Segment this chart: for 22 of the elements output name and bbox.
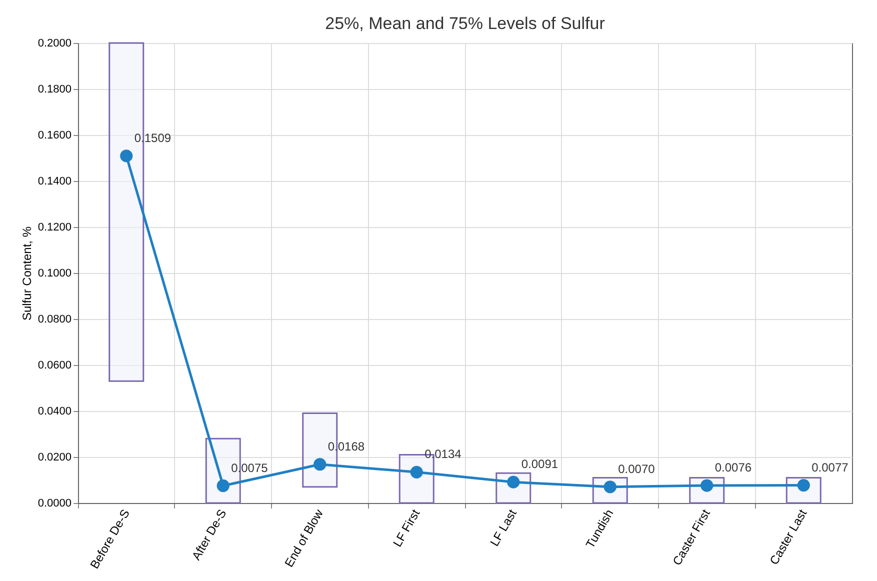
y-tick-label: 0.1400 [38,176,72,188]
y-tick-label: 0.1800 [38,84,72,96]
data-label: 0.0134 [424,447,462,462]
y-tick-label: 0.1000 [38,268,72,280]
point [120,150,133,162]
data-label: 0.0070 [618,462,656,476]
y-tick-label: 0.1200 [38,222,72,234]
y-tick-label: 0.0000 [38,498,72,510]
chart-title: 25%, Mean and 75% Levels of Sulfur [325,14,606,33]
point [216,479,230,492]
y-tick-label: 0.0800 [38,314,72,326]
data-label: 0.0077 [812,460,849,474]
y-tick-label: 0.0400 [38,406,72,418]
y-tick-label: 0.2000 [38,38,72,50]
point [314,458,326,471]
point [410,466,423,478]
data-label: 0.0091 [521,457,558,472]
y-tick-label: 0.1600 [38,130,72,142]
y-axis-title: Sulfur Content, % [20,226,34,321]
y-tick-label: 0.0600 [38,360,72,372]
y-tick-label: 0.0200 [38,452,72,464]
data-label: 0.0076 [714,460,752,475]
